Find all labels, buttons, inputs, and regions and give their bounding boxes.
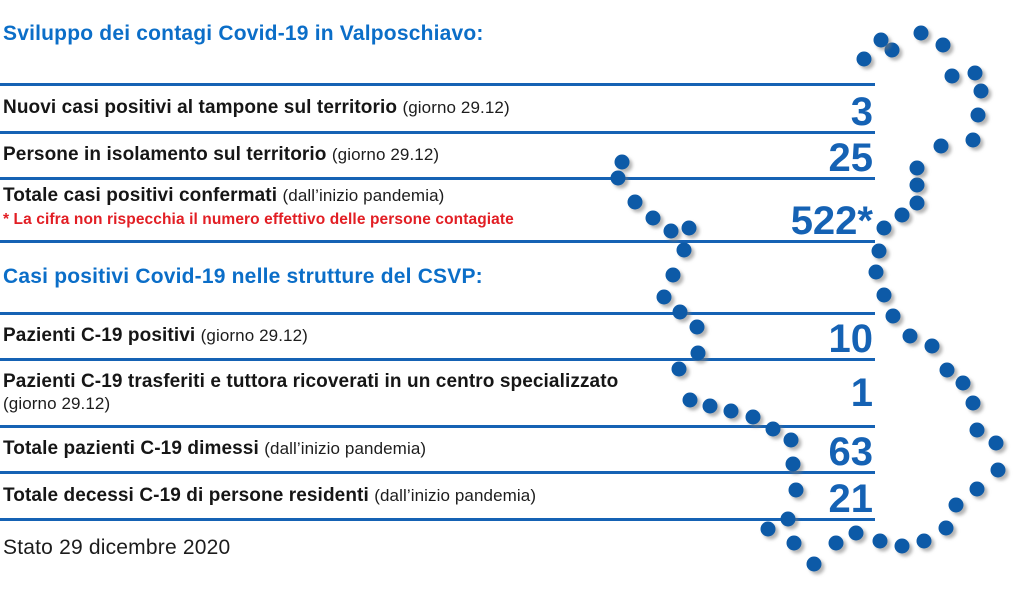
row-date-note: (giorno 29.12) <box>402 98 510 118</box>
section1-title: Sviluppo dei contagi Covid-19 in Valposc… <box>3 22 484 45</box>
row-value: 21 <box>828 476 874 521</box>
map-dot <box>916 533 932 549</box>
map-dot <box>933 138 949 154</box>
row-value: 25 <box>828 135 874 180</box>
map-dot <box>909 195 925 211</box>
map-dot <box>828 535 844 551</box>
table-row-patients-positive: Pazienti C-19 positivi (giorno 29.12) 10 <box>0 312 875 361</box>
map-dot <box>902 328 918 344</box>
row-date-note: (giorno 29.12) <box>331 145 440 165</box>
row-label: Totale decessi C-19 di persone residenti <box>3 484 369 506</box>
map-dot <box>909 177 925 193</box>
map-dot <box>876 287 892 303</box>
map-dot <box>965 395 981 411</box>
map-dot <box>948 497 964 513</box>
row-label-wrap: Totale decessi C-19 di persone residenti… <box>0 485 536 507</box>
row-label: Pazienti C-19 positivi <box>3 325 196 347</box>
map-dot <box>935 37 951 53</box>
map-dot <box>924 338 940 354</box>
map-dot <box>868 264 884 280</box>
row-label: Pazienti C-19 trasferiti e tuttora ricov… <box>3 370 619 392</box>
map-dot <box>760 521 776 537</box>
map-dot <box>873 32 889 48</box>
map-dot <box>913 25 929 41</box>
territory-stats-table: Nuovi casi positivi al tampone sul terri… <box>0 83 875 243</box>
map-dot <box>786 535 802 551</box>
map-dot <box>944 68 960 84</box>
table-row-total-confirmed: Totale casi positivi confermati (dall’in… <box>0 177 875 243</box>
map-dot <box>856 51 872 67</box>
row-value: 522* <box>790 198 873 243</box>
row-label: Totale casi positivi confermati <box>3 185 278 206</box>
map-dot <box>988 435 1004 451</box>
map-dot <box>939 362 955 378</box>
map-dot <box>969 481 985 497</box>
map-dot <box>894 207 910 223</box>
table-row-isolation: Persone in isolamento sul territorio (gi… <box>0 131 875 180</box>
row-value: 63 <box>828 429 874 474</box>
map-dot <box>876 220 892 236</box>
row-value: 3 <box>850 89 873 134</box>
row-date-note: (giorno 29.12) <box>200 326 308 346</box>
map-dot <box>848 525 864 541</box>
map-dot <box>894 538 910 554</box>
map-dot <box>884 42 900 58</box>
map-dot <box>909 160 925 176</box>
map-dot <box>656 289 672 305</box>
map-dot <box>965 132 981 148</box>
row-label-wrap: Persone in isolamento sul territorio (gi… <box>0 144 439 166</box>
map-dot <box>676 242 692 258</box>
row-date-note: (dall’inizio pandemia) <box>282 186 445 205</box>
row-label: Totale pazienti C-19 dimessi <box>3 438 259 460</box>
map-dot <box>969 422 985 438</box>
row-value: 10 <box>828 316 874 361</box>
row-label: Nuovi casi positivi al tampone sul terri… <box>3 97 398 119</box>
row-label-wrap: Pazienti C-19 trasferiti e tuttora ricov… <box>0 371 628 416</box>
map-dot <box>967 65 983 81</box>
table-row-deaths: Totale decessi C-19 di persone residenti… <box>0 471 875 521</box>
row-date-note: (dall’inizio pandemia) <box>264 439 427 459</box>
map-dot <box>938 520 954 536</box>
row-label-wrap: Totale pazienti C-19 dimessi (dall’inizi… <box>0 438 426 460</box>
row-label-wrap: Nuovi casi positivi al tampone sul terri… <box>0 97 510 119</box>
row-value: 1 <box>850 371 873 415</box>
map-dot <box>872 533 888 549</box>
table-row-new-cases: Nuovi casi positivi al tampone sul terri… <box>0 83 875 134</box>
map-dot <box>973 83 989 99</box>
map-dot <box>806 556 822 572</box>
section2-title: Casi positivi Covid-19 nelle strutture d… <box>3 265 483 288</box>
map-dot <box>990 462 1006 478</box>
csvp-stats-table: Pazienti C-19 positivi (giorno 29.12) 10… <box>0 312 875 521</box>
map-dot <box>970 107 986 123</box>
table-row-patients-transferred: Pazienti C-19 trasferiti e tuttora ricov… <box>0 358 875 425</box>
row-date-note: (dall’inizio pandemia) <box>374 485 537 505</box>
asterisk-footnote: * La cifra non rispecchia il numero effe… <box>3 211 514 229</box>
map-dot <box>665 267 681 283</box>
row-date-note: (giorno 29.12) <box>3 394 111 413</box>
row-label: Persone in isolamento sul territorio <box>3 144 327 166</box>
table-row-patients-discharged: Totale pazienti C-19 dimessi (dall’inizi… <box>0 425 875 474</box>
row-label-wrap: Pazienti C-19 positivi (giorno 29.12) <box>0 325 308 347</box>
row-label-wrap: Totale casi positivi confermati (dall’in… <box>0 180 514 230</box>
map-dot <box>871 243 887 259</box>
map-dot <box>885 308 901 324</box>
status-date: Stato 29 dicembre 2020 <box>3 536 231 559</box>
map-dot <box>955 375 971 391</box>
